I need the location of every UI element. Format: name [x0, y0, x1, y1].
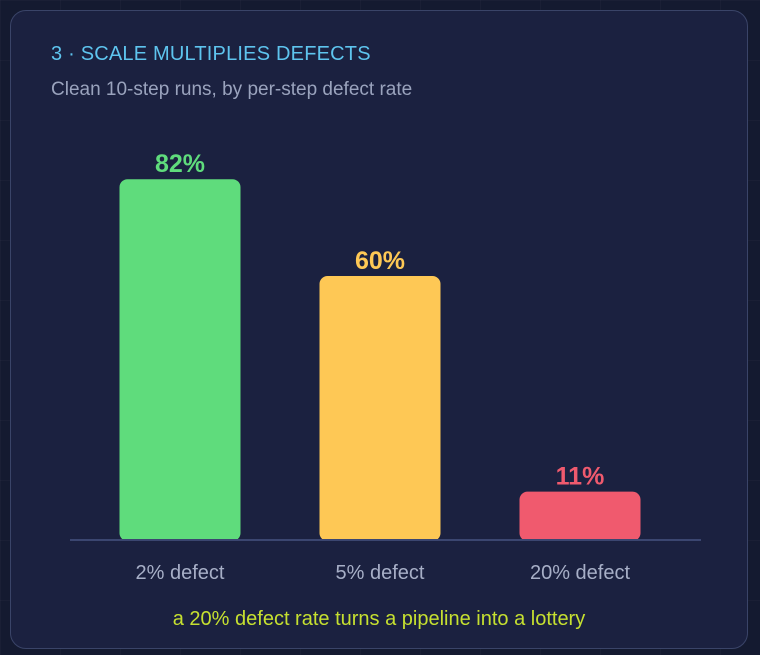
bar-value-label: 60%	[355, 247, 405, 275]
chart-subtitle: Clean 10-step runs, by per-step defect r…	[51, 79, 413, 100]
bar-value-label: 82%	[155, 150, 205, 178]
x-tick-label: 5% defect	[336, 562, 425, 584]
bar-value-label: 11%	[556, 463, 605, 491]
bar-2	[319, 276, 441, 541]
chart-caption: a 20% defect rate turns a pipeline into …	[172, 608, 586, 630]
chart-title: 3 · SCALE MULTIPLIES DEFECTS	[51, 43, 371, 65]
x-tick-label: 2% defect	[136, 562, 225, 584]
bar-1	[119, 179, 241, 541]
bar-3	[519, 491, 641, 541]
x-tick-label: 20% defect	[530, 562, 631, 584]
